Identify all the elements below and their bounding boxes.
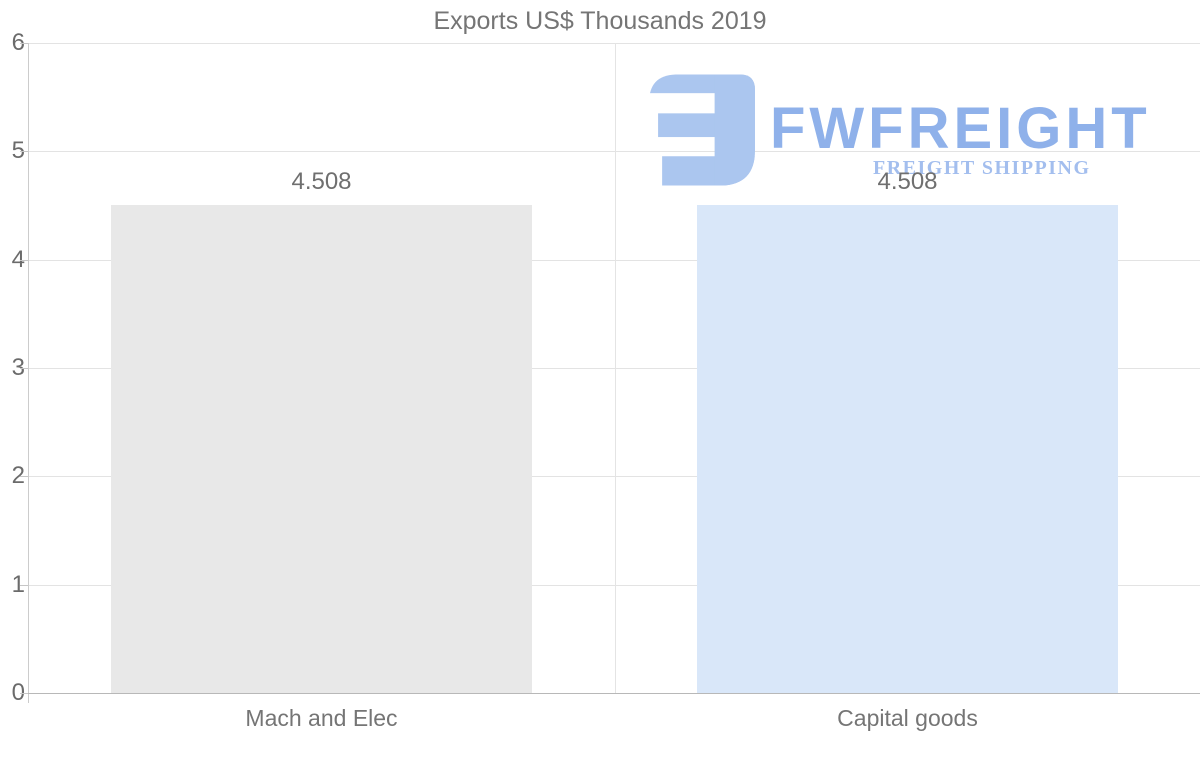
y-tick-mark <box>20 476 28 478</box>
plot-area <box>28 43 1200 694</box>
gridline <box>28 368 1200 369</box>
gridline <box>28 584 1200 586</box>
y-tick-label: 6 <box>11 29 25 56</box>
x-axis-line <box>28 693 1200 694</box>
category-divider-line <box>615 43 616 693</box>
y-axis-line <box>28 43 29 703</box>
x-axis-label-capital-goods: Capital goods <box>837 705 978 731</box>
y-tick-label: 0 <box>11 679 25 706</box>
y-tick-mark <box>20 368 28 369</box>
y-tick-mark <box>20 584 28 586</box>
gridline <box>28 43 1200 44</box>
value-label-mach-and-elec: 4.508 <box>291 167 352 195</box>
chart-title: Exports US$ Thousands 2019 <box>433 7 767 35</box>
y-axis: 6 5 4 3 2 1 0 <box>0 29 25 706</box>
gridline <box>28 151 1200 153</box>
y-tick-label: 2 <box>11 462 25 490</box>
gridline <box>28 476 1200 478</box>
y-tick-mark <box>20 151 28 153</box>
y-tick-label: 3 <box>11 354 25 381</box>
y-tick-label: 1 <box>11 570 25 598</box>
bar-mach-and-elec[interactable] <box>111 204 532 693</box>
y-tick-mark <box>20 693 28 694</box>
y-tick-mark <box>20 43 28 44</box>
y-tick-label: 4 <box>11 245 25 273</box>
value-label-capital-goods: 4.508 <box>877 167 938 195</box>
bar-capital-goods[interactable] <box>697 204 1118 693</box>
x-axis-label-mach-and-elec: Mach and Elec <box>245 705 398 731</box>
y-tick-label: 5 <box>11 137 25 165</box>
y-tick-mark <box>20 259 28 261</box>
gridline <box>28 259 1200 261</box>
